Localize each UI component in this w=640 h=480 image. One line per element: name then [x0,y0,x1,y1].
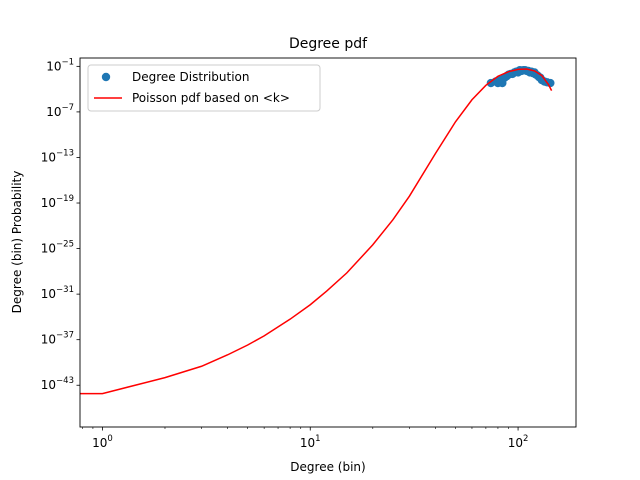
plot-area: 100 101 102 10−1 10−7 10−13 10−19 10−25 10−31 10−… [41,57,577,450]
legend-label: Degree Distribution [132,70,250,84]
x-tick-label: 101 [300,434,321,450]
y-tick-label: 10−37 [41,331,74,347]
chart-title: Degree pdf [289,36,368,52]
y-tick-label: 10−1 [46,57,74,73]
legend-box [87,64,321,112]
y-tick-label: 10−31 [41,285,74,301]
poisson-line [80,68,553,395]
plot-frame [79,57,577,428]
x-tick-label: 102 [508,434,529,450]
y-axis-label: Degree (bin) Probability [10,171,24,314]
y-tick-label: 10−7 [46,103,74,119]
y-tick-label: 10−19 [41,194,74,210]
legend-label: Poisson pdf based on <k> [132,91,290,105]
x-tick-label: 100 [92,434,113,450]
legend-marker-swatch [101,72,111,82]
y-tick-label: 10−13 [41,148,74,164]
x-axis-label: Degree (bin) [290,460,365,474]
y-tick-label: 10−25 [41,240,74,256]
legend: Degree Distribution Poisson pdf based on … [87,64,321,112]
y-tick-label: 10−43 [41,376,74,392]
